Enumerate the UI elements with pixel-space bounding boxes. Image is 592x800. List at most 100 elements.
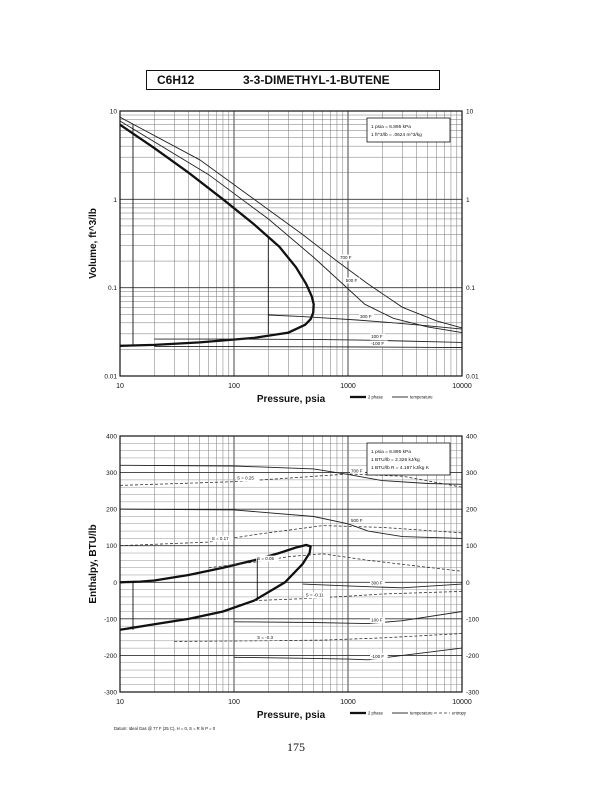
y-tick-label-left: 0 bbox=[113, 580, 117, 587]
y-tick-label-right: 400 bbox=[466, 434, 477, 441]
series-label-bg bbox=[210, 535, 234, 542]
series-line-entropy bbox=[208, 553, 463, 572]
series-label: 500 F bbox=[351, 518, 363, 523]
series-label: S = 0.17 bbox=[212, 536, 229, 541]
chart-2: 10 100 1000 10000 -300 -300 -200 -200 -100 -100 0 0… bbox=[88, 434, 479, 732]
legend-label: entropy bbox=[452, 711, 467, 716]
x-tick-label: 10 bbox=[116, 383, 124, 390]
y-tick-label-left: 200 bbox=[106, 507, 117, 514]
x-tick-label: 100 bbox=[228, 699, 240, 706]
series-label-bg bbox=[256, 555, 279, 562]
y-tick-label-left: -200 bbox=[104, 653, 117, 660]
series-label-bg bbox=[370, 340, 388, 347]
series-label: S = 0.25 bbox=[237, 476, 254, 481]
x-tick-label: 10000 bbox=[452, 383, 472, 390]
conversion-note-box bbox=[366, 442, 451, 476]
series-label: 100 F bbox=[371, 618, 383, 623]
series-line-temperature bbox=[154, 346, 463, 348]
series-line-temperature bbox=[233, 647, 463, 661]
legend-label: 2 phase bbox=[368, 711, 384, 716]
y-tick-label-right: -100 bbox=[466, 616, 479, 623]
series-label: 500 F bbox=[346, 278, 358, 283]
series-label-bg bbox=[359, 313, 375, 320]
series-group: 700 F 500 F 300 F 100 F -100 F bbox=[119, 116, 463, 348]
x-tick-label: 100 bbox=[228, 383, 240, 390]
y-tick-label-right: -300 bbox=[466, 690, 479, 697]
y-tick-label-right: 300 bbox=[466, 470, 477, 477]
plot-frame bbox=[119, 435, 463, 693]
y-tick-label-left: -300 bbox=[104, 690, 117, 697]
series-label: 300 F bbox=[371, 581, 383, 586]
chart-footnote: Datum: Ideal Gas @ 77 F (25 C), H = 0, S… bbox=[114, 726, 216, 731]
legend-label: temperature bbox=[410, 395, 433, 400]
series-line-entropy bbox=[174, 633, 463, 642]
y-tick-label-right: -200 bbox=[466, 653, 479, 660]
series-label-bg bbox=[304, 592, 331, 599]
x-axis-label: Pressure, psia bbox=[257, 710, 326, 721]
series-label: -100 F bbox=[371, 654, 384, 659]
series-line-temperature bbox=[154, 338, 463, 343]
series-line-temperature bbox=[119, 508, 463, 539]
series-label-bg bbox=[256, 634, 279, 641]
series-label-bg bbox=[350, 517, 365, 524]
series-line-temperature bbox=[268, 314, 463, 330]
y-tick-label-right: 10 bbox=[466, 109, 474, 116]
x-axis-label: Pressure, psia bbox=[257, 394, 326, 405]
y-tick-label-left: 100 bbox=[106, 543, 117, 550]
conversion-note-line: 1 BTU/lb R = 4.187 kJ/kg K bbox=[371, 465, 430, 471]
conversion-note-line: 1 psia = 6.895 kPa bbox=[371, 124, 411, 130]
plot-frame bbox=[119, 110, 463, 377]
y-tick-label-right: 1 bbox=[466, 197, 470, 204]
series-label-bg bbox=[370, 617, 386, 624]
title-box: C6H12 3-3-DIMETHYL-1-BUTENE bbox=[146, 70, 440, 90]
y-tick-label-left: -100 bbox=[104, 616, 117, 623]
y-tick-label-right: 0 bbox=[466, 580, 470, 587]
series-line-temperature bbox=[119, 464, 463, 485]
y-tick-label-left: 10 bbox=[110, 109, 118, 116]
series-line-entropy bbox=[254, 591, 463, 601]
series-line-2phase bbox=[119, 123, 315, 347]
compound-name: 3-3-DIMETHYL-1-BUTENE bbox=[243, 73, 390, 87]
legend-label: temperature bbox=[410, 711, 433, 716]
y-tick-label-left: 400 bbox=[106, 434, 117, 441]
series-line-temperature bbox=[302, 583, 463, 589]
series-line-2phase bbox=[119, 543, 312, 631]
y-axis-label: Enthalpy, BTU/lb bbox=[88, 524, 99, 603]
series-line-entropy bbox=[119, 473, 463, 488]
y-tick-label-left: 0.1 bbox=[108, 285, 117, 292]
series-label-bg bbox=[338, 254, 354, 261]
x-tick-label: 1000 bbox=[340, 383, 356, 390]
series-label-bg bbox=[370, 653, 388, 660]
series-line-temperature bbox=[119, 116, 463, 329]
chemical-formula: C6H12 bbox=[157, 73, 195, 87]
y-tick-label-left: 300 bbox=[106, 470, 117, 477]
y-tick-label-right: 0.01 bbox=[466, 374, 479, 381]
series-label: S = 0.05 bbox=[257, 556, 274, 561]
x-tick-label: 10 bbox=[116, 699, 124, 706]
conversion-note-line: 1 ft^3/lb = .0624 m^3/kg bbox=[371, 132, 422, 138]
series-label-bg bbox=[236, 475, 259, 482]
series-line-temperature bbox=[119, 120, 463, 334]
series-group: 700 F 500 F 300 F 100 F -100 F S = 0.25 S = 0.… bbox=[119, 464, 463, 661]
series-label: 700 F bbox=[340, 255, 352, 260]
series-label-bg bbox=[370, 580, 386, 587]
series-label: 100 F bbox=[371, 334, 383, 339]
conversion-note-line: 1 psia = 6.895 kPa bbox=[371, 449, 411, 455]
y-tick-label-right: 0.1 bbox=[466, 285, 475, 292]
page-number: 175 bbox=[287, 740, 305, 754]
series-line-temperature bbox=[233, 611, 463, 625]
conversion-note-box bbox=[366, 117, 451, 143]
series-label: 700 F bbox=[351, 468, 363, 473]
y-tick-label-left: 1 bbox=[113, 197, 117, 204]
y-axis-label: Volume, ft^3/lb bbox=[88, 208, 99, 279]
series-label-bg bbox=[344, 277, 360, 284]
conversion-note-line: 1 BTU/lb = 2.326 kJ/kg bbox=[371, 457, 420, 463]
series-label-bg bbox=[370, 333, 386, 340]
series-line-entropy bbox=[119, 525, 463, 547]
series-label: S = -0.3 bbox=[257, 635, 273, 640]
legend-label: 2 phase bbox=[368, 395, 384, 400]
chart-1: 10 100 1000 10000 0.01 0.01 0.1 0.1 1 1 10 10 Pressu… bbox=[88, 109, 479, 406]
x-tick-label: 10000 bbox=[452, 699, 472, 706]
series-label: -100 F bbox=[371, 341, 384, 346]
